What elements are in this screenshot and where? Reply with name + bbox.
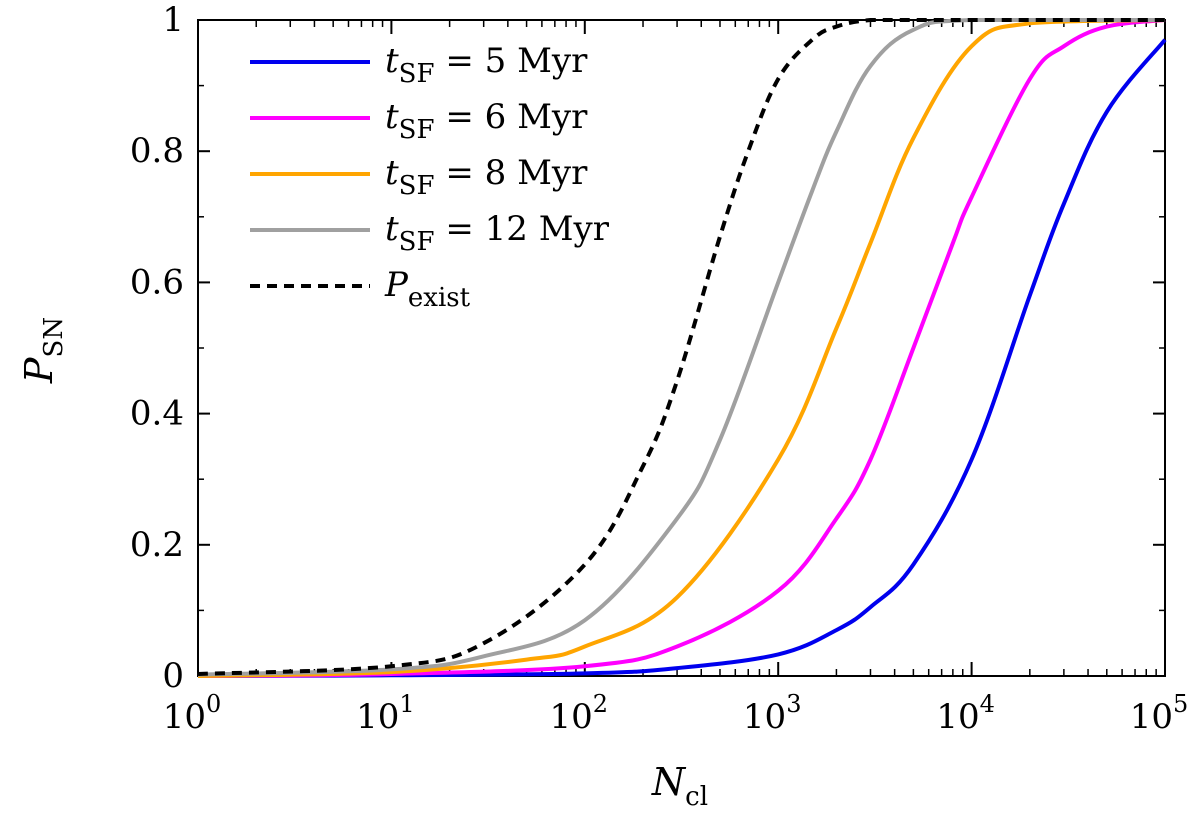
x-tick-label: 101 [356,690,415,737]
series-line-2 [197,18,1166,678]
series-group [197,17,1167,678]
legend: tSF = 5 Myr tSF = 6 Myr tSF = 8 Myr tSF = 1… [250,41,610,313]
y-tick-label: 0 [162,656,184,696]
y-tick-label: 0.6 [130,262,184,302]
legend-label-3: tSF = 12 Myr [385,209,610,257]
y-tick-label: 0.4 [130,394,184,434]
y-tick-label: 0.2 [130,525,184,565]
x-tick-label: 102 [550,690,609,737]
series-line-1 [197,18,1166,678]
series-line-0 [197,38,1167,678]
x-tick-label: 105 [1130,690,1189,737]
tick-group: 0 0.2 0.4 0.6 0.8 1 100 101 102 103 104 105 [130,0,1188,737]
series-line-4 [197,17,1165,676]
x-axis-label: Ncl [651,760,708,812]
series-line-3 [197,17,1165,677]
x-tick-label: 104 [936,690,995,737]
x-tick-label: 100 [163,690,222,737]
legend-label-1: tSF = 6 Myr [385,97,588,145]
y-axis-label: PSN [17,317,69,384]
legend-label-4: Pexist [384,265,471,313]
legend-label-2: tSF = 8 Myr [385,153,588,201]
legend-label-0: tSF = 5 Myr [385,41,588,89]
y-tick-label: 1 [162,0,184,40]
y-tick-label: 0.8 [130,131,184,171]
x-tick-label: 103 [743,690,802,737]
